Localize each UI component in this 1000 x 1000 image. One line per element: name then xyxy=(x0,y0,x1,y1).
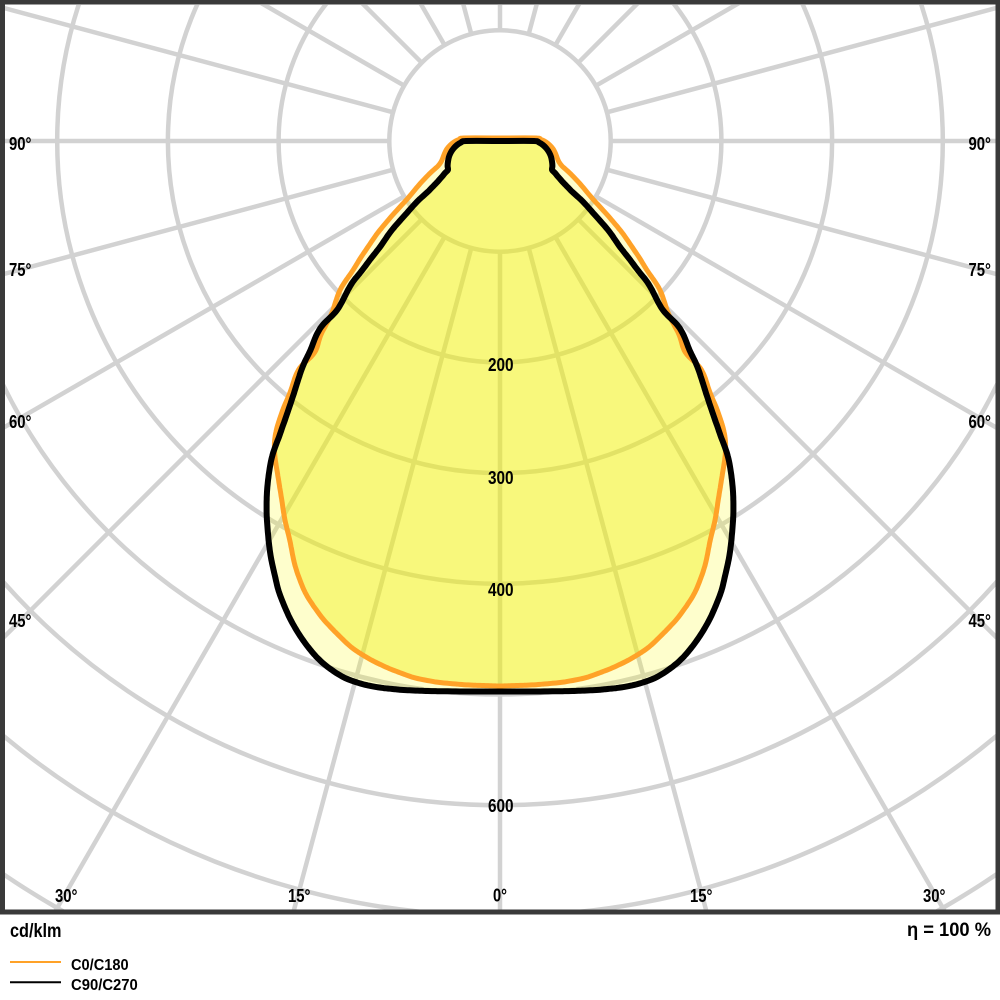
svg-text:45°: 45° xyxy=(9,611,32,631)
svg-text:75°: 75° xyxy=(9,260,32,280)
svg-text:60°: 60° xyxy=(969,412,992,432)
svg-text:cd/klm: cd/klm xyxy=(10,921,62,942)
svg-text:0°: 0° xyxy=(493,886,507,906)
svg-text:90°: 90° xyxy=(969,134,992,154)
svg-text:15°: 15° xyxy=(690,886,713,906)
svg-text:15°: 15° xyxy=(288,886,311,906)
svg-text:90°: 90° xyxy=(9,134,32,154)
svg-text:30°: 30° xyxy=(923,886,946,906)
svg-text:300: 300 xyxy=(488,468,514,488)
svg-text:200: 200 xyxy=(488,355,514,375)
svg-text:C0/C180: C0/C180 xyxy=(71,957,129,974)
svg-text:45°: 45° xyxy=(969,611,992,631)
svg-text:30°: 30° xyxy=(55,886,78,906)
svg-text:75°: 75° xyxy=(969,260,992,280)
svg-text:600: 600 xyxy=(488,796,514,816)
svg-text:η = 100 %: η = 100 % xyxy=(907,920,991,941)
svg-text:400: 400 xyxy=(488,580,514,600)
svg-text:C90/C270: C90/C270 xyxy=(71,977,138,994)
svg-text:60°: 60° xyxy=(9,412,32,432)
